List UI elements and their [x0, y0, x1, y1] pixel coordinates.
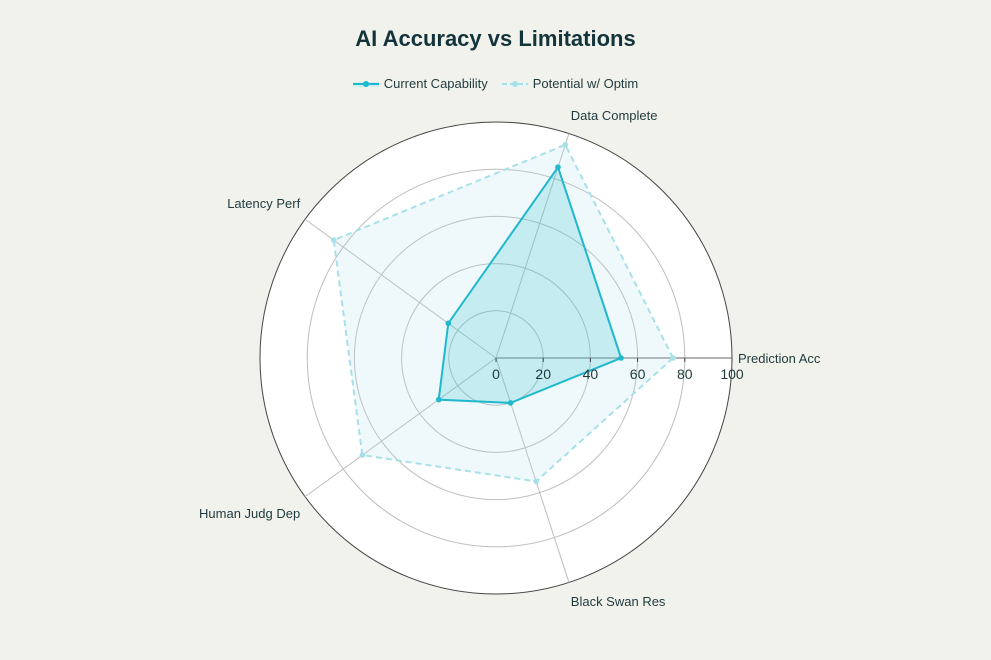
data-point — [507, 400, 514, 406]
data-point — [330, 237, 337, 243]
axis-label: Prediction Acc — [738, 351, 821, 366]
axis-label: Latency Perf — [227, 196, 300, 211]
radial-tick-label: 0 — [492, 366, 500, 382]
data-point — [562, 141, 569, 148]
legend-swatch-current — [352, 80, 379, 87]
data-point — [445, 320, 452, 327]
data-point — [435, 396, 442, 403]
legend-label-potential: Potential w/ Optim — [532, 76, 639, 91]
radial-tick-label: 100 — [720, 366, 744, 382]
axis-line — [304, 357, 497, 498]
radial-tick-label: 60 — [630, 366, 646, 382]
legend-item-potential[interactable]: Potential w/ Optim — [501, 76, 639, 91]
legend-swatch-potential — [501, 80, 528, 87]
series-area — [332, 143, 675, 483]
radial-tick-label: 40 — [583, 366, 599, 382]
series-area — [437, 165, 623, 404]
axis-line — [495, 133, 570, 359]
legend-label-current: Current Capability — [383, 76, 488, 91]
axis-line — [495, 357, 570, 583]
radial-tick-label: 80 — [677, 366, 693, 382]
axis-label: Human Judg Dep — [199, 506, 300, 521]
axis-label: Data Complete — [571, 108, 658, 123]
data-point — [359, 452, 366, 458]
data-point — [670, 355, 676, 361]
data-point — [555, 164, 561, 171]
chart-title: AI Accuracy vs Limitations — [355, 26, 636, 51]
data-point — [618, 355, 624, 361]
axis-line — [304, 218, 497, 359]
data-point — [533, 478, 539, 485]
legend: Current Capability Potential w/ Optim — [0, 76, 991, 91]
radial-tick-label: 20 — [535, 366, 551, 382]
axis-label: Black Swan Res — [571, 594, 666, 609]
legend-item-current[interactable]: Current Capability — [352, 76, 488, 91]
